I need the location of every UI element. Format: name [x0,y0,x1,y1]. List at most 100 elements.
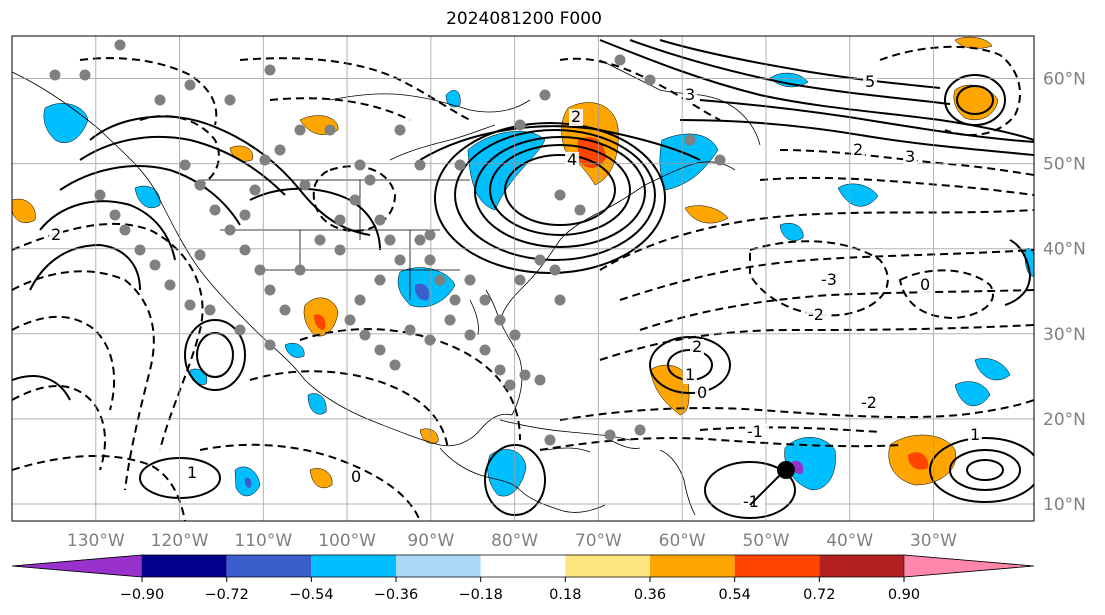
station-dot [374,274,386,286]
station-dot [394,254,406,266]
storm-center-marker [777,461,795,479]
station-dot [424,229,436,241]
contour-label: 2 [692,337,702,356]
station-dot [394,124,406,136]
station-dot [149,259,161,271]
contour-label-bg [683,367,697,384]
lon-tick-label: 120°W [151,531,209,551]
colorbar-label: 0.90 [888,587,920,603]
station-dot [544,434,556,446]
colorbar-label: −0.90 [120,587,164,603]
lon-tick-label: 110°W [234,531,292,551]
latitude-ticks: 10°N 20°N 30°N 40°N 50°N 60°N [1043,70,1086,515]
colorbar-extend-low [11,554,143,578]
colorbar-segment [819,555,904,577]
contour-label: -3 [821,270,837,289]
station-dot [194,179,206,191]
station-dot [314,234,326,246]
lon-tick-label: 130°W [67,531,125,551]
contour-label: 1 [685,365,695,384]
colorbar-segment [396,555,481,577]
station-dot [604,429,616,441]
station-dot [424,334,436,346]
station-dot [274,144,286,156]
contour-label-bg [819,272,843,289]
station-dot [519,369,531,381]
colorbar-label: −0.36 [374,587,418,603]
lon-tick-label: 100°W [318,531,376,551]
contour-label: 3 [905,147,915,166]
lon-tick-label: 30°W [910,531,957,551]
station-dot [404,324,416,336]
colorbar-extend-high [903,554,1035,578]
station-dot [109,209,121,221]
station-dot [514,274,526,286]
contour-label: 2 [853,140,863,159]
station-dot [209,204,221,216]
lon-tick-label: 90°W [407,531,454,551]
contour-label-bg [569,109,583,126]
station-dot [634,424,646,436]
station-dot [264,284,276,296]
longitude-ticks: 130°W 120°W 110°W 100°W 90°W 80°W 70°W 60°W 50°W… [67,531,957,551]
station-dot [374,214,386,226]
station-dot [279,304,291,316]
station-dot [504,379,516,391]
contour-label-bg [851,142,865,159]
station-dot [334,244,346,256]
station-dot [239,209,251,221]
colorbar: −0.90 −0.72 −0.54 −0.36 −0.18 0.18 0.36 0.54 0.7… [11,554,1035,603]
station-dot [684,134,696,146]
contour-label: 0 [697,383,707,402]
colorbar-segment [311,555,396,577]
colorbar-segment [226,555,312,577]
station-dot [114,39,126,51]
station-dot [254,264,266,276]
station-dot [184,299,196,311]
contour-label: 5 [865,72,875,91]
contour-label-bg [690,339,704,356]
station-dot [194,249,206,261]
contour-label-bg [863,74,877,91]
contour-label: -1 [747,422,763,441]
station-dot [239,244,251,256]
contour-label: 2 [51,225,61,244]
station-dot [204,304,216,316]
station-dot [134,244,146,256]
station-dot [434,274,446,286]
station-dot [444,314,456,326]
colorbar-label: −0.18 [458,587,502,603]
station-dot [714,154,726,166]
station-dot [374,344,386,356]
station-dot [464,329,476,341]
colorbar-segment [565,555,650,577]
lat-tick-label: 10°N [1043,495,1086,515]
station-dot [359,329,371,341]
contour-label-bg [565,152,579,169]
colorbar-segment [734,555,820,577]
station-dot [249,184,261,196]
station-dot [164,279,176,291]
station-dots [49,39,726,446]
station-dot [234,324,246,336]
colorbar-label: 0.54 [719,587,751,603]
station-dot [324,124,336,136]
colorbar-label: 0.36 [634,587,666,603]
station-dot [614,54,626,66]
station-dot [49,69,61,81]
contour-label-bg [918,277,932,294]
contour-label: 3 [685,85,695,104]
station-dot [479,344,491,356]
plot-title: 2024081200 F000 [446,9,602,29]
contour-label-bg [745,424,769,441]
colorbar-segment [480,555,566,577]
station-dot [414,234,426,246]
colorbar-label: 0.72 [803,587,835,603]
station-dot [509,329,521,341]
station-dot [449,294,461,306]
station-dot [264,64,276,76]
station-dot [454,159,466,171]
contour-label: 0 [351,467,361,486]
contour-label: 1 [187,463,197,482]
